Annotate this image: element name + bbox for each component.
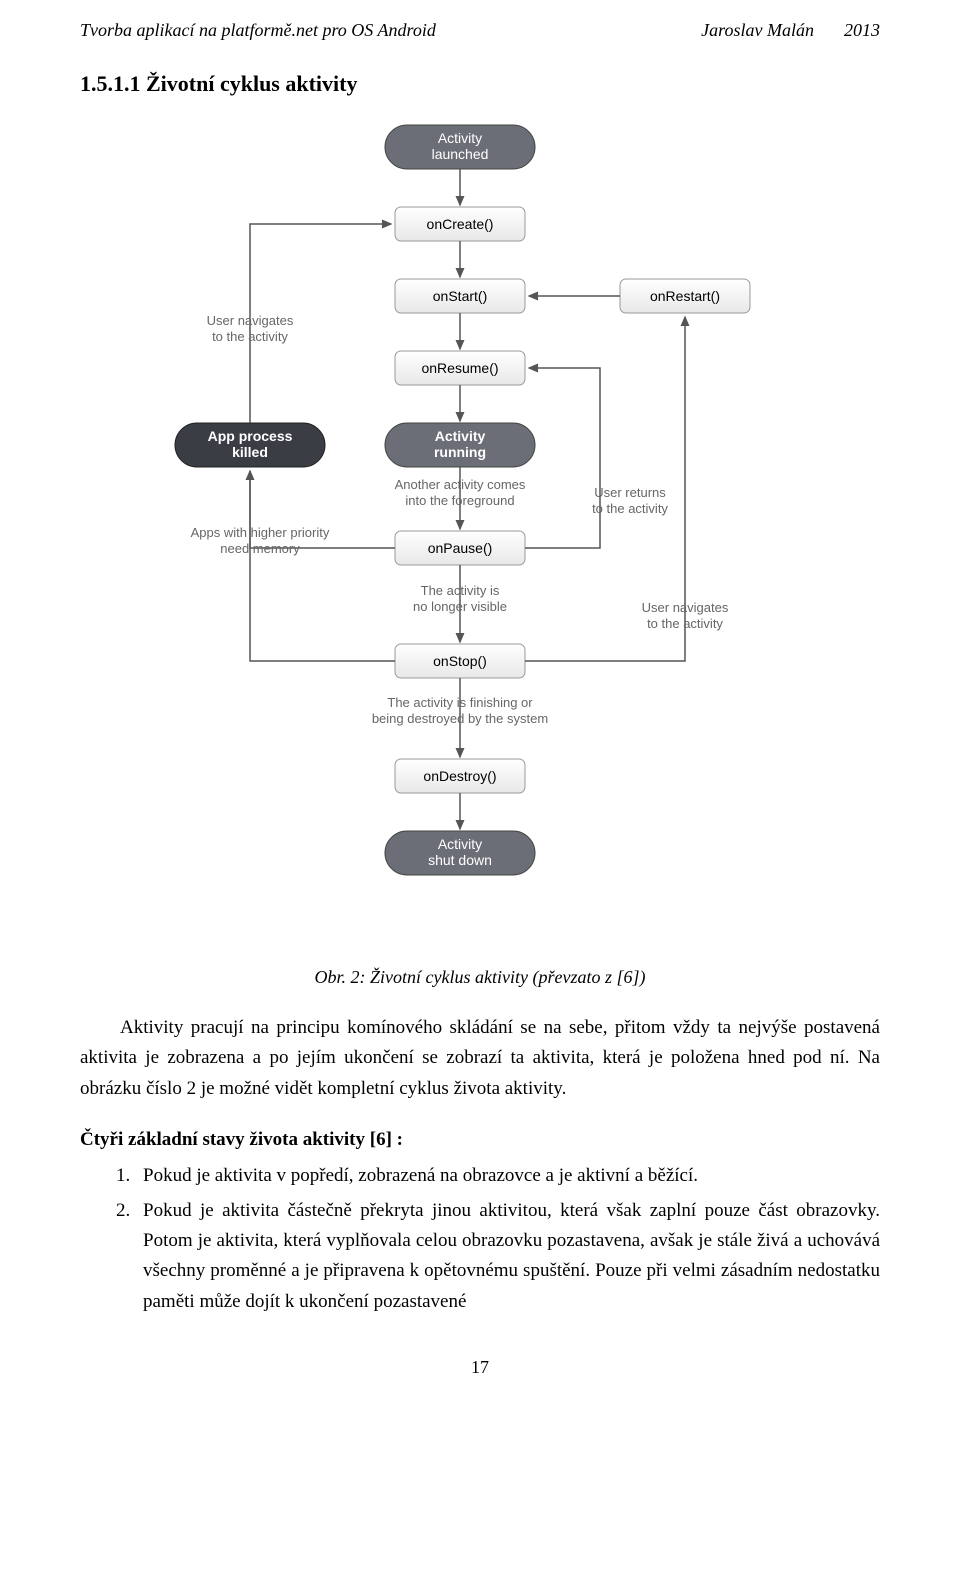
svg-text:running: running: [434, 444, 486, 460]
node-ondestroy: onDestroy(): [423, 768, 496, 784]
svg-text:into the foreground: into the foreground: [405, 493, 514, 508]
page-number: 17: [80, 1357, 880, 1378]
note-no-longer-visible: The activity is: [421, 583, 500, 598]
paragraph-1: Aktivity pracují na principu komínového …: [80, 1013, 880, 1104]
states-list: Pokud je aktivita v popředí, zobrazená n…: [80, 1161, 880, 1317]
svg-text:killed: killed: [232, 444, 268, 460]
page-header: Tvorba aplikací na platformě.net pro OS …: [80, 20, 880, 41]
node-onstop: onStop(): [433, 653, 487, 669]
svg-text:being destroyed by the system: being destroyed by the system: [372, 711, 548, 726]
svg-text:to the activity: to the activity: [212, 329, 288, 344]
note-higher-priority: Apps with higher priority: [191, 525, 330, 540]
note-user-returns: User returns: [594, 485, 666, 500]
list-item: Pokud je aktivita v popředí, zobrazená n…: [135, 1161, 880, 1191]
header-year: 2013: [844, 20, 880, 41]
note-finishing: The activity is finishing or: [387, 695, 533, 710]
list-heading: Čtyři základní stavy života aktivity [6]…: [80, 1129, 880, 1151]
note-another-activity: Another activity comes: [395, 477, 526, 492]
section-title: Životní cyklus aktivity: [146, 71, 357, 96]
svg-text:no longer visible: no longer visible: [413, 599, 507, 614]
node-onstart: onStart(): [433, 288, 487, 304]
svg-text:to the activity: to the activity: [647, 616, 723, 631]
node-onrestart: onRestart(): [650, 288, 720, 304]
note-user-nav-to: User navigates: [642, 600, 729, 615]
note-user-nav: User navigates: [207, 313, 294, 328]
list-item: Pokud je aktivita částečně překryta jino…: [135, 1196, 880, 1318]
svg-text:need memory: need memory: [220, 541, 300, 556]
node-activity-launched: Activity: [438, 130, 482, 146]
svg-text:launched: launched: [432, 146, 489, 162]
figure-caption: Obr. 2: Životní cyklus aktivity (převzat…: [80, 967, 880, 988]
svg-text:to the activity: to the activity: [592, 501, 668, 516]
node-onpause: onPause(): [428, 540, 493, 556]
section-heading: 1.5.1.1 Životní cyklus aktivity: [80, 71, 880, 97]
section-number: 1.5.1.1: [80, 71, 141, 96]
header-title: Tvorba aplikací na platformě.net pro OS …: [80, 20, 436, 41]
node-activity-shutdown: Activity: [438, 836, 482, 852]
lifecycle-diagram: Activity launched onCreate() onStart() o…: [80, 117, 880, 947]
svg-text:shut down: shut down: [428, 852, 492, 868]
node-oncreate: onCreate(): [427, 216, 494, 232]
node-app-killed: App process: [208, 428, 293, 444]
node-onresume: onResume(): [421, 360, 498, 376]
header-author: Jaroslav Malán: [701, 20, 814, 41]
node-activity-running: Activity: [435, 428, 486, 444]
